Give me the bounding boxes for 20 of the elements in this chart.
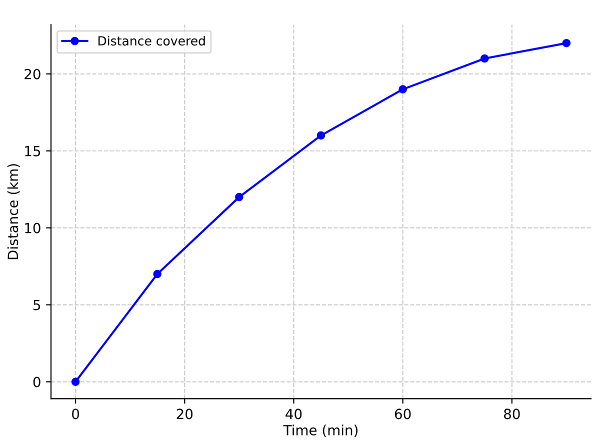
point	[316, 131, 326, 140]
point	[562, 38, 571, 48]
point	[480, 54, 489, 63]
y-tick-label: 20	[24, 68, 40, 80]
y-tick-label: 0	[33, 376, 40, 388]
x-tick-label: 60	[394, 408, 411, 420]
point	[71, 378, 80, 386]
legend-label: Distance covered	[98, 36, 205, 46]
point	[398, 85, 407, 94]
y-tick-label: 15	[25, 146, 40, 156]
y-axis-title: Distance (km)	[7, 164, 20, 260]
x-tick-label: 0	[72, 408, 80, 420]
x-tick-label: 40	[286, 408, 302, 420]
x-tick-label: 20	[176, 408, 193, 420]
y-tick-label: 10	[25, 222, 40, 234]
point	[153, 270, 162, 278]
x-tick-label: 80	[504, 408, 520, 420]
point	[235, 192, 244, 202]
y-tick-label: 5	[34, 300, 40, 310]
x-axis-title: Time (min)	[283, 424, 358, 438]
